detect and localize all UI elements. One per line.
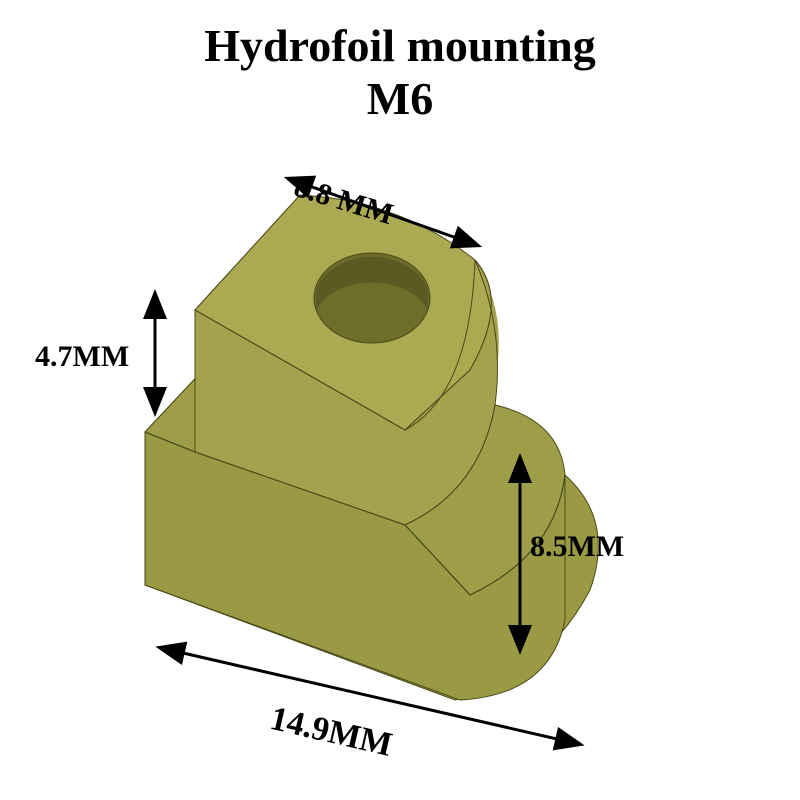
- dim-label-upper-height: 4.7MM: [35, 340, 129, 374]
- dim-label-lower-height: 8.5MM: [530, 530, 624, 564]
- part-diagram: [0, 0, 800, 800]
